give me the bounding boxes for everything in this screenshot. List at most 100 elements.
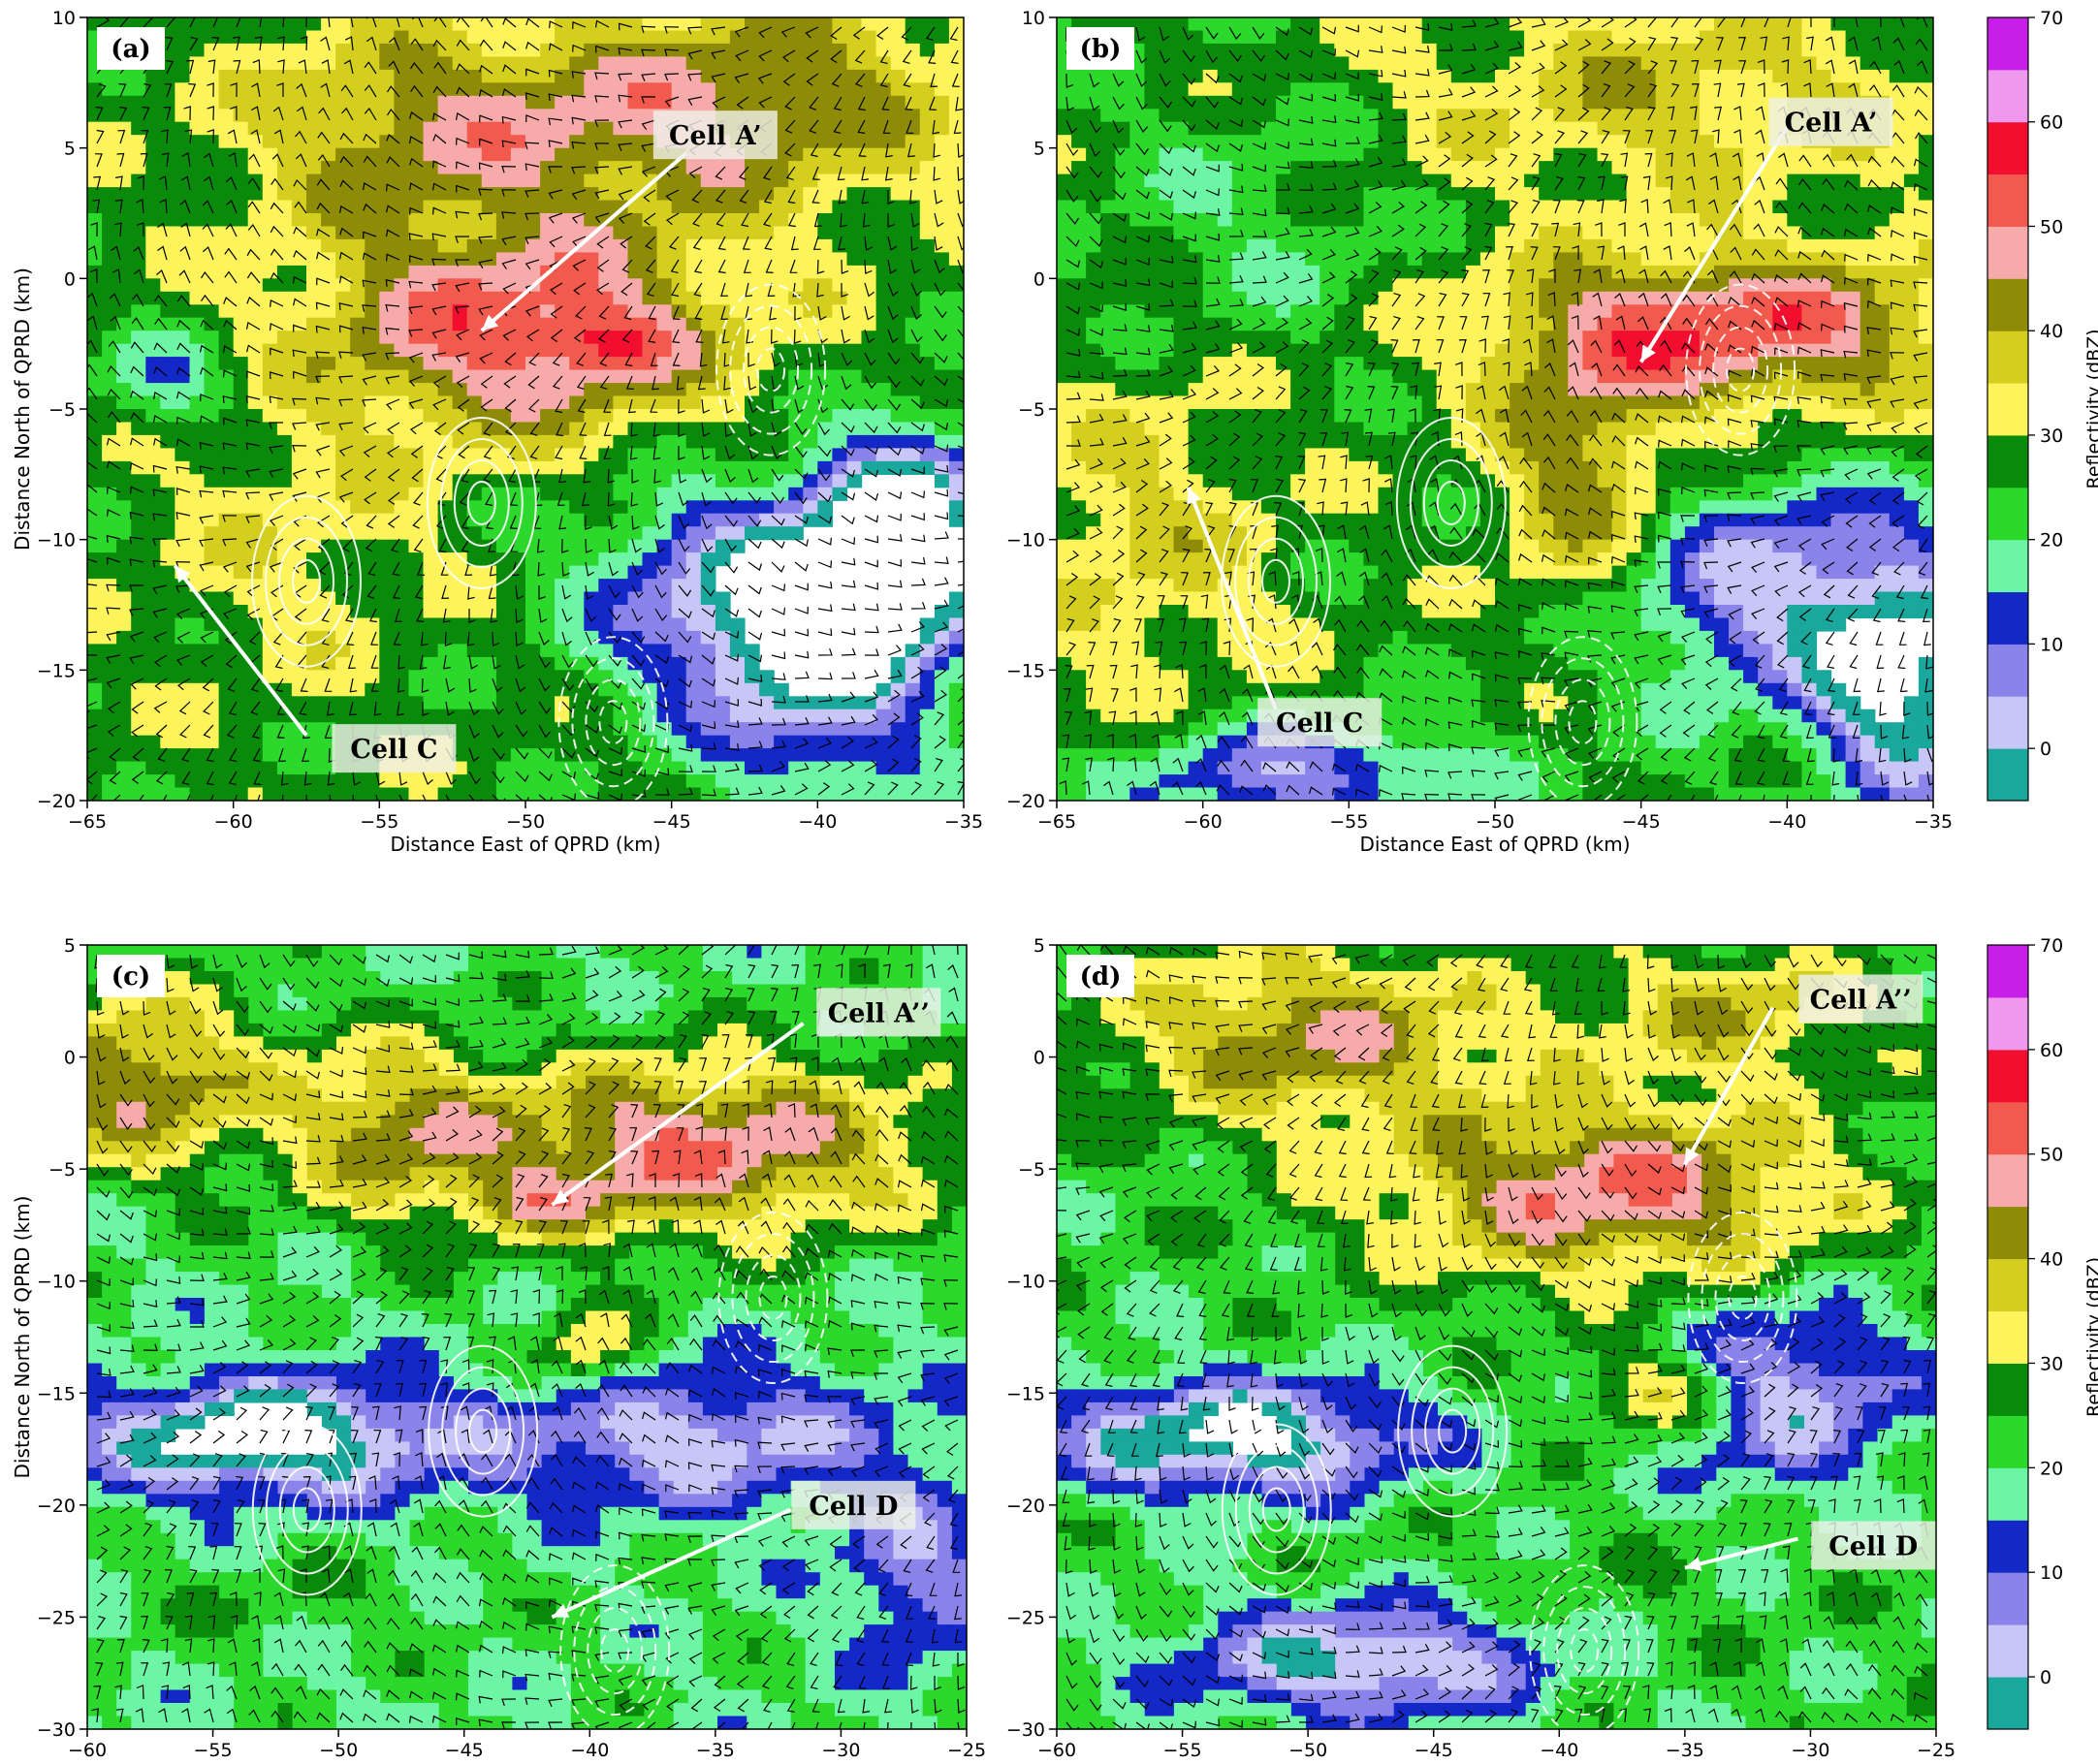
colorbar-segment bbox=[1987, 1677, 2028, 1730]
x-tick-label: −25 bbox=[1917, 1740, 1955, 1761]
annotation-cell-c: Cell D bbox=[1684, 1521, 1936, 1572]
y-tick-label: −10 bbox=[1006, 530, 1045, 551]
colorbar-segment bbox=[1987, 226, 2028, 279]
colorbar-tick-label: 30 bbox=[2040, 425, 2063, 447]
x-tick-label: −35 bbox=[1914, 811, 1953, 833]
vertical-velocity-contours bbox=[1221, 1212, 1798, 1729]
y-tick-label: −10 bbox=[37, 1272, 76, 1293]
y-tick-label: −30 bbox=[37, 1719, 76, 1741]
y-tick-label: −25 bbox=[1006, 1607, 1045, 1628]
annotation-box bbox=[1811, 1521, 1936, 1570]
arrow-head bbox=[175, 565, 191, 583]
x-tick-label: −55 bbox=[194, 1740, 233, 1761]
colorbar-segment bbox=[1987, 121, 2028, 175]
colorbar-segment bbox=[1987, 1520, 2028, 1573]
y-tick-label: −20 bbox=[1006, 791, 1045, 812]
vertical-velocity-contours bbox=[1221, 283, 1796, 801]
colorbar-segment bbox=[1987, 383, 2028, 436]
y-tick-label: −20 bbox=[37, 791, 76, 812]
annotation-label: Cell D bbox=[809, 1492, 898, 1522]
x-tick-label: −65 bbox=[1037, 811, 1076, 833]
x-tick-label: −40 bbox=[1540, 1740, 1578, 1761]
colorbar: 0 10 20 30 40 50 60 70 Reflectivity (dBZ) bbox=[1987, 8, 2098, 802]
axes-frame bbox=[1056, 944, 1937, 1730]
x-tick-label: −50 bbox=[1288, 1740, 1327, 1761]
colorbar-tick-label: 20 bbox=[2040, 1458, 2063, 1479]
panel-d: −60 −55 −50 −45 −40 −35 −30 −25−30−25−20−15−10−… bbox=[1006, 935, 1955, 1764]
vertical-velocity-contours bbox=[251, 283, 827, 801]
panel-label-box bbox=[97, 955, 165, 997]
x-tick-label: −30 bbox=[821, 1740, 860, 1761]
annotation-cell-a: Cell A’ bbox=[1638, 97, 1893, 363]
colorbar-tick-label: 70 bbox=[2040, 935, 2063, 957]
x-tick-label: −55 bbox=[1163, 1740, 1202, 1761]
annotation-label: Cell D bbox=[1828, 1531, 1918, 1561]
annotation-box bbox=[791, 1480, 916, 1529]
colorbar-segment bbox=[1987, 996, 2028, 1051]
colorbar-tick-label: 10 bbox=[2040, 634, 2063, 655]
colorbar-segment bbox=[1987, 539, 2028, 593]
reflectivity-field bbox=[1057, 17, 1933, 801]
annotation-label: Cell C bbox=[350, 735, 437, 765]
x-tick-label: −35 bbox=[696, 1740, 735, 1761]
x-tick-label: −50 bbox=[506, 811, 545, 833]
colorbar-tick-label: 70 bbox=[2040, 8, 2063, 29]
colorbar-segment bbox=[1987, 644, 2028, 697]
vertical-velocity-contours bbox=[251, 1212, 829, 1729]
x-tick-label: −45 bbox=[652, 811, 691, 833]
panel-c: −60 −55 −50 −45 −40 −35 −30 −25−30−25−20−15−10−… bbox=[11, 935, 986, 1764]
arrow-head bbox=[1640, 344, 1656, 362]
y-tick-label: −5 bbox=[1018, 399, 1045, 421]
y-tick-label: −15 bbox=[37, 1383, 76, 1404]
colorbar-tick-label: 60 bbox=[2040, 1040, 2063, 1061]
panel-a: −65 −60 −55 −50 −45 −40 −35−20−15−10−50510Dist… bbox=[11, 8, 983, 856]
y-tick-label: 5 bbox=[64, 139, 76, 160]
y-tick-label: 0 bbox=[1033, 1048, 1045, 1069]
colorbar-tick-label: 40 bbox=[2040, 321, 2063, 342]
y-axis-label: Distance North of QPRD (km) bbox=[11, 268, 34, 551]
colorbar-segment bbox=[1987, 591, 2028, 645]
x-tick-label: −60 bbox=[214, 811, 253, 833]
colorbar: 0 10 20 30 40 50 60 70 Reflectivity (dBZ) bbox=[1987, 935, 2098, 1730]
x-tick-label: −55 bbox=[1329, 811, 1368, 833]
colorbar-label: Reflectivity (dBZ) bbox=[2083, 329, 2098, 488]
colorbar-tick-label: 0 bbox=[2040, 739, 2051, 760]
annotation-arrow bbox=[1684, 1536, 1798, 1570]
annotation-cell-a: Cell A’ bbox=[480, 110, 778, 332]
annotation-cell-c: Cell C bbox=[173, 564, 457, 773]
x-tick-label: −50 bbox=[1476, 811, 1514, 833]
y-axis-label: Distance North of QPRD (km) bbox=[11, 1196, 34, 1479]
y-tick-label: −15 bbox=[1006, 1383, 1045, 1404]
x-tick-label: −60 bbox=[1184, 811, 1223, 833]
annotation-label: Cell A’’ bbox=[1810, 985, 1912, 1015]
y-tick-label: −15 bbox=[37, 660, 76, 681]
colorbar-segment bbox=[1987, 1101, 2028, 1155]
x-tick-label: −60 bbox=[68, 1740, 107, 1761]
x-axis-label: Distance East of QPRD (km) bbox=[1359, 833, 1630, 856]
x-tick-label: −65 bbox=[68, 811, 107, 833]
annotation-cell-c: Cell C bbox=[1186, 487, 1383, 747]
colorbar-segment bbox=[1987, 748, 2028, 802]
y-tick-label: 10 bbox=[1022, 8, 1045, 29]
colorbar-tick-label: 40 bbox=[2040, 1249, 2063, 1271]
x-tick-label: −60 bbox=[1037, 1740, 1076, 1761]
panel-b: −65 −60 −55 −50 −45 −40 −35−20−15−10−50510Dist… bbox=[1006, 8, 1953, 856]
y-tick-label: 0 bbox=[64, 1048, 76, 1069]
colorbar-segment bbox=[1987, 1415, 2028, 1468]
annotation-label: Cell A’’ bbox=[828, 998, 930, 1028]
reflectivity-field bbox=[1057, 945, 1936, 1729]
annotation-cell-a: Cell A’’ bbox=[551, 988, 941, 1207]
arrow-head bbox=[1187, 487, 1201, 505]
y-tick-label: 10 bbox=[52, 8, 76, 29]
y-tick-label: 0 bbox=[64, 268, 76, 290]
colorbar-segment bbox=[1987, 1624, 2028, 1678]
annotation-cell-c: Cell D bbox=[551, 1480, 916, 1620]
x-tick-label: −45 bbox=[445, 1740, 484, 1761]
panel-label: (a) bbox=[111, 35, 150, 64]
y-tick-label: 5 bbox=[1033, 935, 1045, 957]
annotation-cell-a: Cell A’’ bbox=[1683, 974, 1923, 1166]
x-tick-label: −55 bbox=[360, 811, 398, 833]
y-tick-label: −5 bbox=[48, 1159, 76, 1181]
annotation-arrow bbox=[480, 151, 688, 332]
arrow-head bbox=[552, 1189, 570, 1206]
